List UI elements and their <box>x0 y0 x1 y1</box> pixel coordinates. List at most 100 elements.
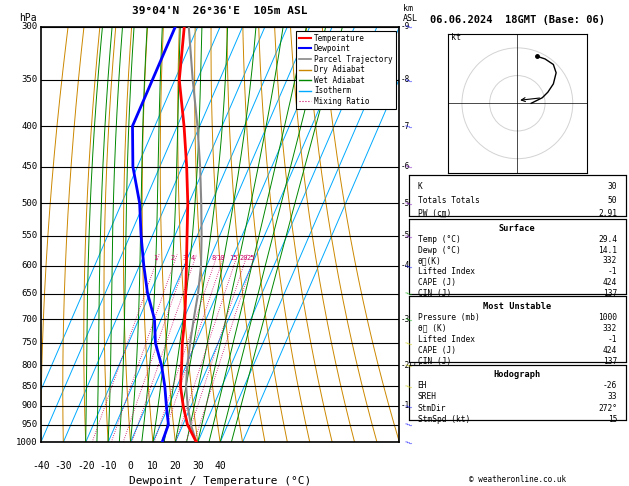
Text: 0: 0 <box>128 461 133 471</box>
Text: EH: EH <box>418 382 427 390</box>
Text: 332: 332 <box>603 324 617 333</box>
Text: 424: 424 <box>603 278 617 287</box>
Text: -40: -40 <box>32 461 50 471</box>
Text: -4: -4 <box>401 261 409 270</box>
Text: StmSpd (kt): StmSpd (kt) <box>418 415 470 424</box>
Text: 350: 350 <box>21 75 37 85</box>
Text: K: K <box>418 182 422 191</box>
Text: 424: 424 <box>603 346 617 355</box>
Text: km
ASL: km ASL <box>403 4 418 22</box>
Text: 1000: 1000 <box>598 313 617 322</box>
Text: -1: -1 <box>608 267 617 276</box>
Text: 1000: 1000 <box>16 438 37 447</box>
Text: 33: 33 <box>608 393 617 401</box>
Text: 50: 50 <box>608 196 617 205</box>
Text: 950: 950 <box>21 420 37 429</box>
Text: 4: 4 <box>191 255 194 261</box>
Text: CAPE (J): CAPE (J) <box>418 346 455 355</box>
Text: \: \ <box>405 382 413 390</box>
Text: 332: 332 <box>603 257 617 265</box>
Text: -2LCL: -2LCL <box>401 361 423 370</box>
Text: 650: 650 <box>21 289 37 298</box>
Text: hPa: hPa <box>19 13 37 22</box>
Text: Temp (°C): Temp (°C) <box>418 235 460 244</box>
Text: 20: 20 <box>169 461 181 471</box>
Text: 500: 500 <box>21 199 37 208</box>
Text: 850: 850 <box>21 382 37 391</box>
Text: 1: 1 <box>153 255 157 261</box>
Text: 10: 10 <box>147 461 159 471</box>
Text: CIN (J): CIN (J) <box>418 357 451 365</box>
Text: 29.4: 29.4 <box>598 235 617 244</box>
Text: 25: 25 <box>247 255 255 261</box>
Text: \: \ <box>405 199 413 207</box>
Text: 700: 700 <box>21 314 37 324</box>
Text: 800: 800 <box>21 361 37 370</box>
Text: θᴄ(K): θᴄ(K) <box>418 257 442 265</box>
Text: \: \ <box>405 290 413 297</box>
Text: 10: 10 <box>216 255 225 261</box>
Text: Lifted Index: Lifted Index <box>418 267 474 276</box>
Text: 600: 600 <box>21 261 37 270</box>
Text: Most Unstable: Most Unstable <box>483 302 552 311</box>
Text: -5: -5 <box>401 231 409 241</box>
Text: 15: 15 <box>608 415 617 424</box>
Text: -1: -1 <box>401 401 409 410</box>
Text: SREH: SREH <box>418 393 437 401</box>
Text: -3: -3 <box>401 314 409 324</box>
Text: \: \ <box>405 439 413 446</box>
Text: -10: -10 <box>99 461 117 471</box>
Text: Pressure (mb): Pressure (mb) <box>418 313 479 322</box>
Text: θᴄ (K): θᴄ (K) <box>418 324 446 333</box>
Text: Hodograph: Hodograph <box>494 370 541 379</box>
Text: Mixing Ratio (g/kg): Mixing Ratio (g/kg) <box>438 187 447 282</box>
Legend: Temperature, Dewpoint, Parcel Trajectory, Dry Adiabat, Wet Adiabat, Isotherm, Mi: Temperature, Dewpoint, Parcel Trajectory… <box>296 31 396 109</box>
Text: CAPE (J): CAPE (J) <box>418 278 455 287</box>
Text: 2: 2 <box>171 255 175 261</box>
Text: © weatheronline.co.uk: © weatheronline.co.uk <box>469 474 566 484</box>
Text: 14.1: 14.1 <box>598 245 617 255</box>
Text: -1: -1 <box>608 335 617 344</box>
Text: 400: 400 <box>21 122 37 131</box>
Text: 3: 3 <box>182 255 186 261</box>
Text: 30: 30 <box>608 182 617 191</box>
Text: 20: 20 <box>239 255 248 261</box>
Text: 8: 8 <box>211 255 216 261</box>
Text: \: \ <box>405 76 413 84</box>
Text: 450: 450 <box>21 162 37 171</box>
Text: 300: 300 <box>21 22 37 31</box>
Text: -5.5: -5.5 <box>401 199 419 208</box>
Text: 39°04'N  26°36'E  105m ASL: 39°04'N 26°36'E 105m ASL <box>132 6 308 17</box>
Text: \: \ <box>405 315 413 323</box>
Text: -20: -20 <box>77 461 94 471</box>
Text: 15: 15 <box>230 255 238 261</box>
Text: StmDir: StmDir <box>418 404 446 413</box>
Text: Lifted Index: Lifted Index <box>418 335 474 344</box>
Text: \: \ <box>405 339 413 347</box>
Text: 40: 40 <box>214 461 226 471</box>
Text: 900: 900 <box>21 401 37 410</box>
Text: 2.91: 2.91 <box>598 209 617 218</box>
Text: 272°: 272° <box>598 404 617 413</box>
Text: 30: 30 <box>192 461 204 471</box>
Text: -6: -6 <box>401 162 409 171</box>
Text: -7: -7 <box>401 122 409 131</box>
Text: \: \ <box>405 163 413 170</box>
Text: \: \ <box>405 232 413 240</box>
Text: -8: -8 <box>401 75 409 85</box>
Text: 137: 137 <box>603 289 617 297</box>
Text: Totals Totals: Totals Totals <box>418 196 479 205</box>
Text: -30: -30 <box>55 461 72 471</box>
Text: \: \ <box>405 23 413 30</box>
Text: CIN (J): CIN (J) <box>418 289 451 297</box>
Text: -9: -9 <box>401 22 409 31</box>
Text: -26: -26 <box>603 382 617 390</box>
Text: \: \ <box>405 421 413 428</box>
Text: kt: kt <box>451 33 461 42</box>
Text: 750: 750 <box>21 338 37 347</box>
Text: Dewp (°C): Dewp (°C) <box>418 245 460 255</box>
Text: PW (cm): PW (cm) <box>418 209 451 218</box>
Text: \: \ <box>405 122 413 130</box>
Text: 550: 550 <box>21 231 37 241</box>
Text: \: \ <box>405 262 413 270</box>
